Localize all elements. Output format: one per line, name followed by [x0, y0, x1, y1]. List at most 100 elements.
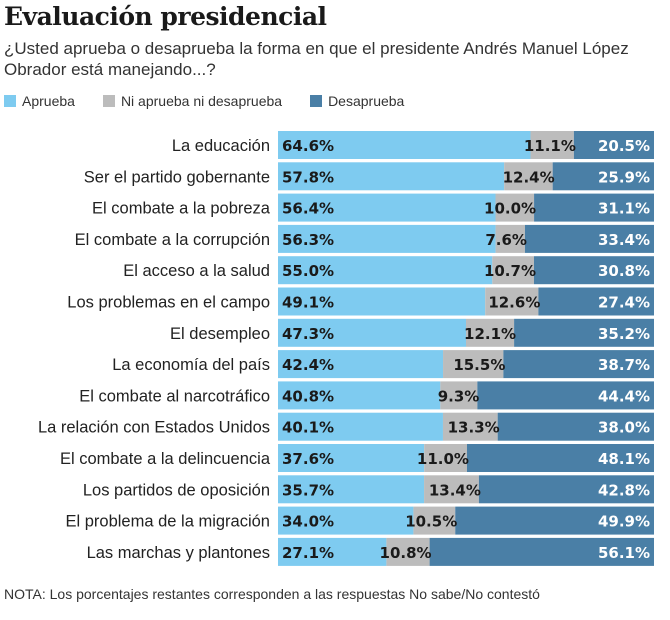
- category-label: Los partidos de oposición: [83, 481, 270, 499]
- bar-segment-aprueba: [278, 162, 505, 191]
- bar-segment-desaprueba: [429, 537, 654, 566]
- chart-title: Evaluación presidencial: [4, 2, 327, 31]
- bar-segment-aprueba: [278, 287, 486, 316]
- bar-segment-ni: [492, 256, 534, 285]
- category-label: La educación: [172, 137, 270, 155]
- bar-segment-aprueba: [278, 350, 444, 379]
- legend-swatch: [102, 95, 115, 107]
- category-label: El acceso a la salud: [123, 262, 270, 280]
- data-label-aprueba: 27.1%: [282, 544, 334, 562]
- legend-label: Aprueba: [22, 93, 75, 109]
- data-label-aprueba: 35.7%: [282, 481, 334, 499]
- category-label: La relación con Estados Unidos: [38, 419, 270, 437]
- category-label: El combate al narcotráfico: [79, 387, 270, 405]
- category-label: Las marchas y plantones: [87, 544, 270, 562]
- data-label-desaprueba: 42.8%: [598, 481, 650, 499]
- bar-segment-aprueba: [278, 412, 443, 441]
- data-label-aprueba: 56.4%: [282, 200, 334, 218]
- bar-segment-ni: [442, 412, 498, 441]
- bar-segment-desaprueba: [497, 412, 654, 441]
- bar-segment-ni: [504, 162, 553, 191]
- data-label-ni: 12.1%: [464, 325, 516, 343]
- bar-segment-ni: [466, 318, 515, 347]
- bar-segment-ni: [485, 287, 539, 316]
- data-label-desaprueba: 31.1%: [598, 200, 650, 218]
- data-label-ni: 7.6%: [485, 231, 527, 249]
- data-label-desaprueba: 48.1%: [598, 450, 650, 468]
- data-label-aprueba: 55.0%: [282, 262, 334, 280]
- data-label-ni: 12.6%: [488, 294, 540, 312]
- legend-label: Ni aprueba ni desaprueba: [120, 93, 283, 109]
- category-label: El combate a la delincuencia: [60, 450, 271, 468]
- data-label-ni: 10.7%: [484, 262, 536, 280]
- data-label-ni: 13.4%: [429, 481, 481, 499]
- bar-segment-ni: [530, 131, 574, 159]
- bar-segment-ni: [386, 537, 430, 566]
- bar-segment-ni: [440, 381, 478, 410]
- bar-segment-desaprueba: [573, 131, 654, 159]
- data-label-ni: 15.5%: [453, 356, 505, 374]
- data-label-ni: 11.0%: [417, 450, 469, 468]
- data-label-aprueba: 57.8%: [282, 168, 334, 186]
- bar-segment-aprueba: [278, 224, 496, 253]
- data-label-aprueba: 42.4%: [282, 356, 334, 374]
- category-label: La economía del país: [112, 356, 270, 374]
- data-label-aprueba: 64.6%: [282, 137, 334, 155]
- data-label-desaprueba: 33.4%: [598, 231, 650, 249]
- data-label-aprueba: 47.3%: [282, 325, 334, 343]
- data-label-desaprueba: 30.8%: [598, 262, 650, 280]
- bar-segment-aprueba: [278, 506, 414, 535]
- data-label-desaprueba: 38.0%: [598, 419, 650, 437]
- data-label-aprueba: 34.0%: [282, 513, 334, 531]
- bar-segment-ni: [424, 444, 467, 472]
- data-label-ni: 10.5%: [405, 513, 457, 531]
- bar-segment-desaprueba: [503, 350, 654, 379]
- data-label-aprueba: 49.1%: [282, 294, 334, 312]
- bar-segment-ni: [495, 193, 535, 222]
- bar-segment-ni: [413, 506, 456, 535]
- legend-item-aprueba: Aprueba: [4, 93, 75, 109]
- chart-subtitle: ¿Usted aprueba o desaprueba la forma en …: [4, 39, 629, 79]
- bar-segment-aprueba: [278, 193, 496, 222]
- data-label-aprueba: 40.8%: [282, 387, 334, 405]
- bar-segment-desaprueba: [524, 224, 654, 253]
- data-label-ni: 10.0%: [484, 200, 536, 218]
- bar-segment-aprueba: [278, 256, 493, 285]
- legend-swatch: [310, 95, 323, 107]
- category-label: Los problemas en el campo: [67, 294, 270, 312]
- data-label-aprueba: 37.6%: [282, 450, 334, 468]
- bar-segment-ni: [424, 475, 479, 504]
- legend-item-ni: Ni aprueba ni desaprueba: [102, 93, 283, 109]
- bar-segment-ni: [495, 224, 525, 253]
- category-label: El desempleo: [170, 325, 270, 343]
- data-label-aprueba: 56.3%: [282, 231, 334, 249]
- data-label-desaprueba: 35.2%: [598, 325, 650, 343]
- bar-segment-desaprueba: [466, 444, 654, 472]
- category-label: El combate a la pobreza: [92, 200, 271, 218]
- bar-segment-aprueba: [278, 475, 425, 504]
- bar-segment-desaprueba: [514, 318, 654, 347]
- bar-segment-desaprueba: [455, 506, 654, 535]
- legend: Aprueba Ni aprueba ni desaprueba Desapru…: [4, 93, 404, 109]
- bar-segment-desaprueba: [478, 475, 654, 504]
- data-label-ni: 10.8%: [380, 544, 432, 562]
- bar-segment-ni: [443, 350, 504, 379]
- data-label-desaprueba: 56.1%: [598, 544, 650, 562]
- data-label-ni: 9.3%: [438, 387, 480, 405]
- data-label-desaprueba: 49.9%: [598, 513, 650, 531]
- legend-item-desaprueba: Desaprueba: [310, 93, 404, 109]
- bar-segment-desaprueba: [533, 256, 654, 285]
- bar-segment-aprueba: [278, 381, 441, 410]
- bar-segment-aprueba: [278, 131, 531, 159]
- bar-segment-desaprueba: [534, 193, 654, 222]
- category-label: El combate a la corrupción: [75, 231, 270, 249]
- data-label-desaprueba: 25.9%: [598, 168, 650, 186]
- data-label-ni: 11.1%: [524, 137, 576, 155]
- bar-segment-aprueba: [278, 318, 466, 347]
- data-label-desaprueba: 44.4%: [598, 387, 650, 405]
- data-label-ni: 13.3%: [448, 419, 500, 437]
- footnote: NOTA: Los porcentajes restantes correspo…: [4, 586, 540, 602]
- bar-segment-desaprueba: [538, 287, 654, 316]
- category-label: Ser el partido gobernante: [84, 168, 270, 186]
